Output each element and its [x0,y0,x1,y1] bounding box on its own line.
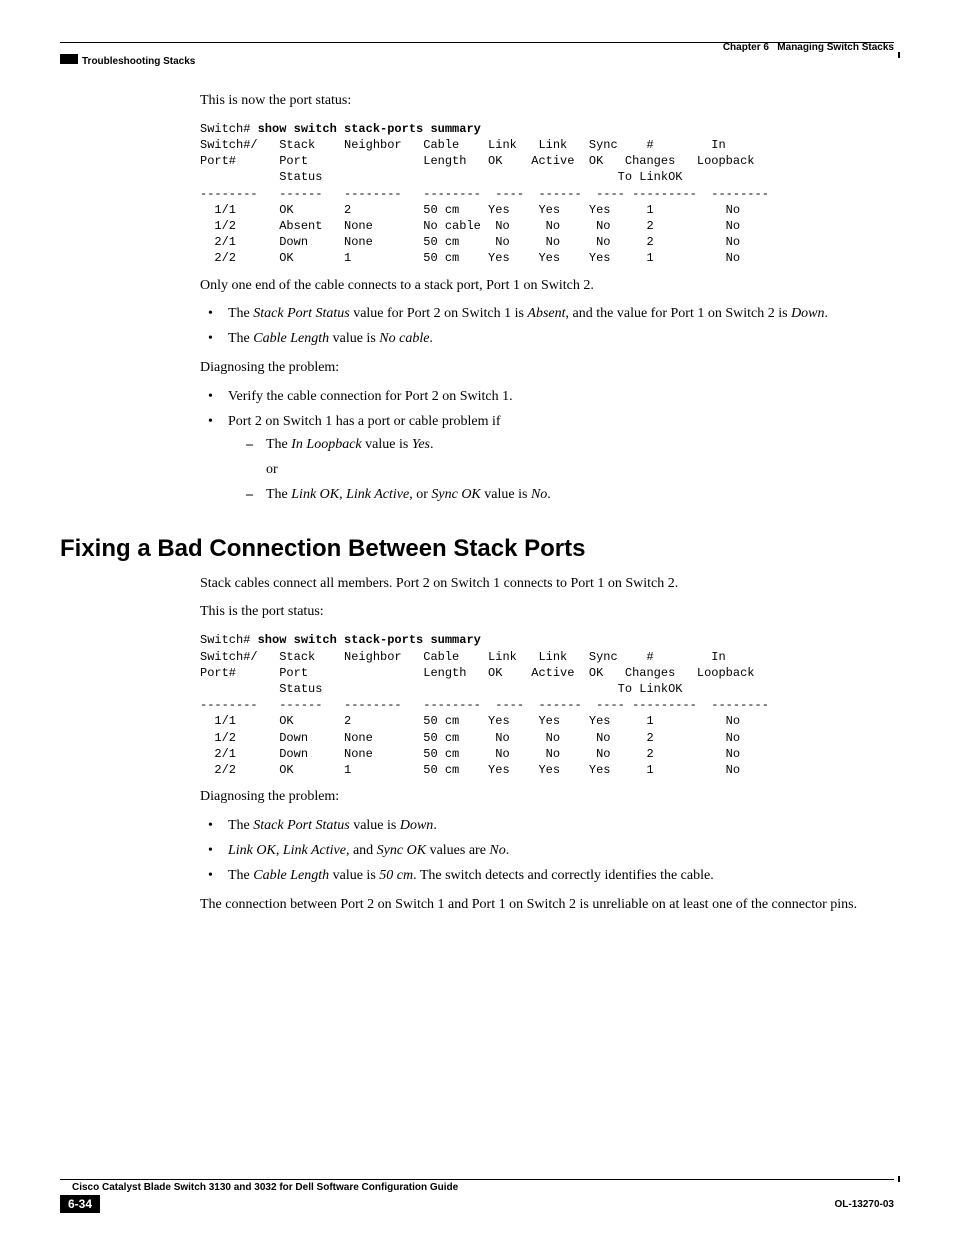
paragraph: Diagnosing the problem: [200,359,894,378]
heading-2: Fixing a Bad Connection Between Stack Po… [60,535,894,563]
paragraph: This is now the port status: [200,92,894,111]
chapter-label: Chapter 6 [723,42,769,53]
cli-command: show switch stack-ports summary [258,633,481,647]
paragraph: The connection between Port 2 on Switch … [200,896,894,915]
list-item: The In Loopback value is Yes. [256,436,894,455]
list-item: The Stack Port Status value for Port 2 o… [218,305,894,324]
footer-row: 6-34 OL-13270-03 [60,1197,894,1215]
bullet-list: The Stack Port Status value is Down. Lin… [200,817,894,886]
cli-rows: Switch#/ Stack Neighbor Cable Link Link … [200,138,769,265]
list-item: The Link OK, Link Active, or Sync OK val… [256,486,894,505]
header-end-tick [898,52,900,58]
paragraph: Only one end of the cable connects to a … [200,277,894,296]
list-item: Link OK, Link Active, and Sync OK values… [218,842,894,861]
cli-prompt: Switch# [200,633,258,647]
cli-output-2: Switch# show switch stack-ports summary … [200,632,894,778]
list-item: The Cable Length value is 50 cm. The swi… [218,867,894,886]
header-right: Chapter 6 Managing Switch Stacks [723,42,894,53]
heading-wrap: Fixing a Bad Connection Between Stack Po… [60,535,894,563]
dash-list: The In Loopback value is Yes. [228,436,894,455]
list-item: Port 2 on Switch 1 has a port or cable p… [218,413,894,505]
list-item: The Cable Length value is No cable. [218,330,894,349]
footer-end-tick [898,1176,900,1182]
paragraph: Stack cables connect all members. Port 2… [200,575,894,594]
section-title: Troubleshooting Stacks [82,56,195,67]
content: Stack cables connect all members. Port 2… [200,575,894,915]
dash-list: The Link OK, Link Active, or Sync OK val… [228,486,894,505]
page-number: 6-34 [60,1195,100,1213]
list-item: Verify the cable connection for Port 2 o… [218,388,894,407]
chapter-title: Managing Switch Stacks [777,42,894,53]
book-title: Cisco Catalyst Blade Switch 3130 and 303… [72,1182,894,1193]
paragraph: Diagnosing the problem: [200,788,894,807]
or-text: or [266,461,894,480]
list-item: The Stack Port Status value is Down. [218,817,894,836]
footer: Cisco Catalyst Blade Switch 3130 and 303… [0,1179,894,1215]
cli-rows: Switch#/ Stack Neighbor Cable Link Link … [200,650,769,777]
header-marker-box [60,54,78,64]
cli-command: show switch stack-ports summary [258,122,481,136]
cli-prompt: Switch# [200,122,258,136]
cli-output-1: Switch# show switch stack-ports summary … [200,121,894,267]
paragraph: This is the port status: [200,603,894,622]
bullet-list: The Stack Port Status value for Port 2 o… [200,305,894,349]
page: Chapter 6 Managing Switch Stacks Trouble… [0,0,954,1235]
content: This is now the port status: Switch# sho… [200,92,894,505]
footer-rule [60,1179,894,1180]
doc-id: OL-13270-03 [835,1199,894,1210]
bullet-list: Verify the cable connection for Port 2 o… [200,388,894,504]
running-header: Chapter 6 Managing Switch Stacks Trouble… [60,42,894,72]
